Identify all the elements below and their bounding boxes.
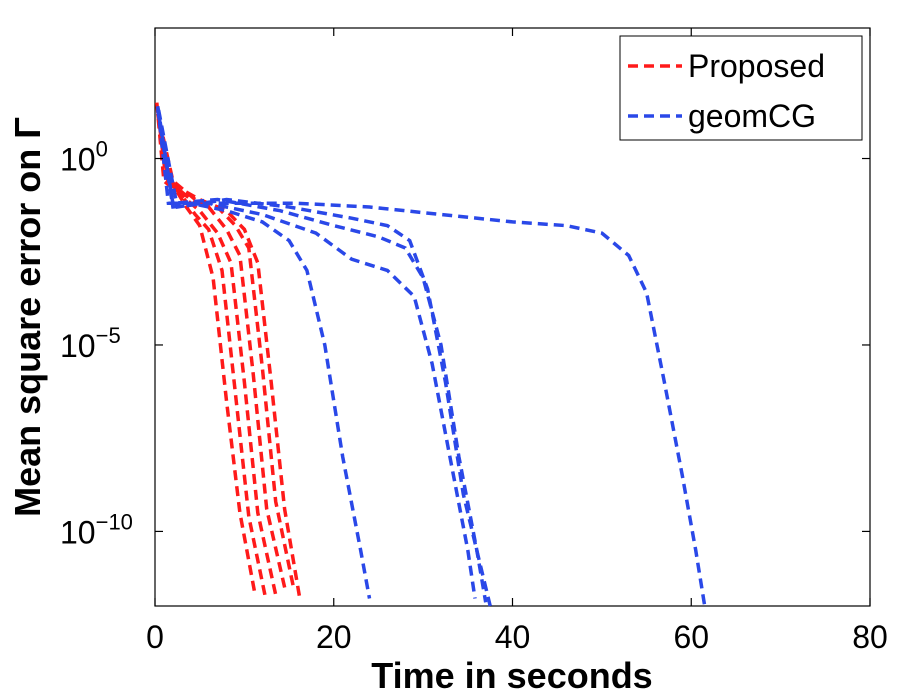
series-line-geomcg-5 — [155, 106, 707, 607]
y-axis-title: Mean square error on Γ — [7, 117, 48, 517]
legend-box — [619, 35, 863, 141]
x-tick-label: 80 — [852, 619, 888, 655]
y-tick-label: 100 — [60, 137, 108, 178]
y-tick-label: 10−5 — [60, 323, 121, 364]
series-line-proposed-6 — [157, 120, 302, 599]
x-axis-title: Time in seconds — [371, 655, 652, 696]
legend: Proposed geomCG — [619, 35, 863, 141]
series-line-geomcg-2 — [155, 109, 477, 599]
series-line-geomcg-4 — [156, 109, 492, 607]
series-layer — [155, 102, 707, 607]
series-line-geomcg-3 — [156, 113, 488, 603]
x-tick-label: 0 — [146, 619, 164, 655]
x-tick-label: 60 — [673, 619, 709, 655]
x-tick-label: 40 — [495, 619, 531, 655]
tick-labels-layer: 0 20 40 60 80 100 10−5 10−10 — [60, 137, 888, 655]
legend-label-proposed: Proposed — [688, 48, 825, 84]
legend-label-geomcg: geomCG — [688, 98, 816, 134]
x-tick-label: 20 — [316, 619, 352, 655]
ticks-layer — [154, 28, 871, 606]
y-tick-label: 10−10 — [60, 509, 133, 550]
series-line-proposed-2 — [155, 109, 267, 596]
